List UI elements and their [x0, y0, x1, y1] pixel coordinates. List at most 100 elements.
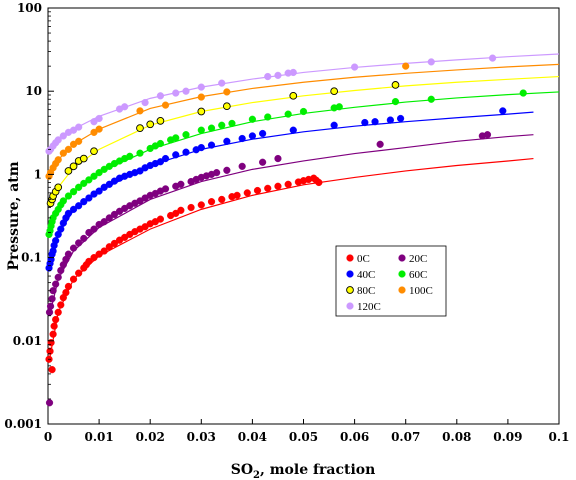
point-40c — [85, 194, 93, 202]
point-0c — [233, 191, 241, 199]
point-0c — [100, 247, 108, 255]
point-120c — [218, 79, 226, 87]
point-100c — [161, 101, 170, 109]
point-0c — [85, 257, 93, 266]
y-axis-title: Pressure, atm — [6, 161, 22, 270]
point-20c — [105, 214, 113, 222]
point-20c — [376, 140, 384, 148]
point-20c — [45, 308, 54, 316]
point-0c — [177, 206, 185, 214]
point-40c — [289, 126, 297, 134]
point-80c — [54, 183, 63, 192]
point-100c — [59, 149, 67, 157]
x-tick-label: 0.05 — [289, 430, 318, 444]
point-60c — [80, 179, 88, 187]
point-60c — [248, 115, 257, 123]
legend-label-100c: 100C — [409, 285, 433, 297]
point-20c — [69, 244, 78, 252]
point-120c — [141, 98, 149, 107]
y-axis-ticks: 0.001 0.01 0.1 1 10 100 — [4, 1, 54, 431]
legend-marker-0c — [346, 254, 354, 262]
point-80c — [146, 120, 155, 129]
point-60c — [126, 152, 134, 160]
point-40c — [80, 198, 88, 206]
point-0c — [75, 269, 83, 277]
point-0c — [207, 198, 216, 206]
point-80c — [156, 117, 165, 125]
point-120c — [156, 92, 165, 100]
point-100c — [54, 156, 62, 164]
point-120c — [274, 71, 282, 79]
point-120c — [182, 87, 190, 95]
point-120c — [351, 63, 359, 71]
point-40c — [371, 118, 379, 126]
legend-label-80c: 80C — [357, 285, 375, 297]
point-80c — [223, 102, 231, 111]
point-0c — [156, 215, 165, 223]
point-80c — [64, 167, 73, 175]
point-40c — [207, 141, 216, 149]
point-20c — [75, 239, 83, 247]
point-120c — [121, 103, 129, 111]
point-20c — [223, 166, 231, 174]
point-40c — [182, 148, 190, 156]
x-tick-label: 0.02 — [136, 430, 165, 444]
point-40c — [396, 114, 405, 123]
point-40c — [69, 205, 78, 213]
point-0c — [218, 195, 226, 204]
legend-marker-100c — [398, 286, 406, 294]
point-60c — [228, 119, 236, 128]
point-0c — [264, 184, 272, 192]
point-40c — [75, 202, 83, 210]
point-40c — [95, 187, 103, 195]
y-tick-label: 0.01 — [13, 334, 42, 348]
point-40c — [499, 107, 507, 115]
x-tick-label: 0.04 — [238, 430, 267, 444]
point-0c — [110, 239, 119, 248]
y-tick-label: 10 — [25, 84, 42, 98]
point-100c — [95, 125, 103, 133]
x-tick-label: 0.09 — [493, 430, 522, 444]
legend-label-60c: 60C — [409, 269, 427, 281]
legend-marker-20c — [398, 254, 406, 262]
point-0c — [47, 339, 55, 347]
point-120c — [488, 54, 497, 62]
point-0c — [54, 308, 62, 316]
point-0c — [46, 347, 54, 355]
point-40c — [238, 134, 246, 143]
x-tick-label: 0.1 — [549, 430, 570, 444]
legend-label-120c: 120C — [357, 301, 381, 313]
y-tick-label: 1 — [34, 167, 42, 181]
point-20c — [54, 273, 62, 281]
point-120c — [197, 83, 205, 91]
point-60c — [182, 131, 190, 139]
point-80c — [289, 91, 298, 100]
point-60c — [90, 172, 98, 180]
point-120c — [95, 114, 103, 123]
legend-marker-80c — [346, 286, 354, 294]
point-20c — [177, 180, 185, 188]
point-60c — [85, 176, 93, 184]
point-100c — [223, 88, 231, 96]
point-40c — [223, 137, 231, 145]
point-0c — [62, 288, 70, 297]
point-0c — [48, 366, 56, 374]
point-40c — [57, 225, 65, 233]
point-60c — [519, 89, 527, 97]
point-0c — [105, 243, 113, 251]
point-0c — [50, 322, 58, 330]
point-0c — [90, 254, 98, 262]
point-60c — [299, 107, 308, 116]
point-0c — [274, 182, 282, 190]
point-60c — [197, 126, 205, 134]
legend-marker-120c — [346, 302, 354, 310]
x-tick-label: 0.01 — [84, 430, 113, 444]
point-100c — [136, 107, 144, 115]
point-60c — [391, 97, 400, 106]
point-0c — [197, 201, 205, 209]
point-80c — [69, 162, 78, 171]
legend-label-40c: 40C — [357, 269, 375, 281]
point-60c — [75, 183, 83, 191]
point-0c — [64, 282, 73, 291]
